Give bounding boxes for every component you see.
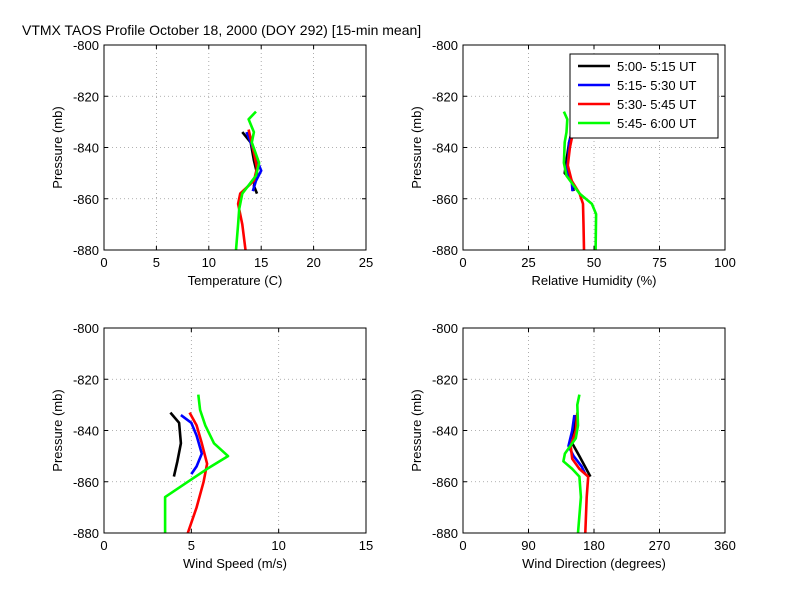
legend-label-1: 5:00- 5:15 UT (617, 59, 697, 74)
panel-wind_direction: 0 90 180 270 360 -800 -820 -840 -860 -880 Wind Dir… (409, 321, 736, 571)
y-tick-label: -820 (432, 89, 458, 104)
x-tick-label: 0 (100, 255, 107, 270)
y-tick-label: -840 (73, 141, 99, 156)
x-axis-label: Temperature (C) (188, 273, 283, 288)
y-tick-label: -860 (432, 192, 458, 207)
y-tick-label: -840 (73, 424, 99, 439)
x-axis-label: Wind Speed (m/s) (183, 556, 287, 571)
y-tick-label: -820 (73, 89, 99, 104)
panel-relative_humidity: 0 25 50 75 100 -800 -820 -840 -860 -880 Relative H… (409, 38, 736, 288)
series-line-4 (234, 110, 261, 251)
y-tick-label: -800 (73, 38, 99, 53)
axes-frame (462, 327, 726, 534)
x-tick-label: 10 (202, 255, 216, 270)
x-tick-label: 0 (459, 255, 466, 270)
legend-label-3: 5:30- 5:45 UT (617, 97, 697, 112)
series-line-2 (180, 414, 204, 475)
axes-frame (103, 327, 367, 534)
x-tick-label: 15 (359, 538, 373, 553)
legend: 5:00- 5:15 UT 5:15- 5:30 UT 5:30- 5:45 UT 5… (569, 53, 719, 139)
y-tick-label: -820 (73, 372, 99, 387)
y-tick-label: -820 (432, 372, 458, 387)
x-axis-label: Relative Humidity (%) (532, 273, 657, 288)
x-tick-label: 15 (254, 255, 268, 270)
y-tick-label: -860 (73, 475, 99, 490)
y-tick-label: -880 (432, 243, 458, 258)
panel-wind_speed: 0 5 10 15 -800 -820 -840 -860 -880 Wind Speed (m/… (50, 321, 373, 571)
axes-frame (103, 44, 367, 251)
y-tick-label: -800 (432, 321, 458, 336)
y-tick-label: -840 (432, 141, 458, 156)
y-tick-label: -880 (73, 243, 99, 258)
x-tick-label: 0 (100, 538, 107, 553)
x-tick-label: 50 (587, 255, 601, 270)
y-tick-label: -840 (432, 424, 458, 439)
x-tick-label: 10 (271, 538, 285, 553)
figure-title: VTMX TAOS Profile October 18, 2000 (DOY … (22, 22, 421, 38)
series-line-4 (562, 394, 583, 534)
x-tick-label: 25 (359, 255, 373, 270)
y-axis-label: Pressure (mb) (409, 106, 424, 188)
y-axis-label: Pressure (mb) (50, 389, 65, 471)
series-line-3 (569, 412, 590, 534)
y-axis-label: Pressure (mb) (50, 106, 65, 188)
panel-temperature: 0 5 10 15 20 25 -800 -820 -840 -860 -880 Temperatur… (50, 38, 373, 288)
series-line-4 (562, 111, 598, 251)
y-tick-label: -880 (73, 526, 99, 541)
panels: 0 5 10 15 20 25 -800 -820 -840 -860 -880 Temperatur… (50, 38, 736, 571)
series-line-3 (186, 411, 209, 534)
x-tick-label: 90 (521, 538, 535, 553)
y-tick-label: -800 (432, 38, 458, 53)
x-axis-label: Wind Direction (degrees) (522, 556, 666, 571)
legend-label-4: 5:45- 6:00 UT (617, 116, 697, 131)
x-tick-label: 20 (306, 255, 320, 270)
legend-label-2: 5:15- 5:30 UT (617, 78, 697, 93)
y-tick-label: -860 (73, 192, 99, 207)
y-axis-label: Pressure (mb) (409, 389, 424, 471)
x-tick-label: 5 (153, 255, 160, 270)
x-tick-label: 180 (583, 538, 605, 553)
x-tick-label: 75 (652, 255, 666, 270)
y-tick-label: -880 (432, 526, 458, 541)
x-tick-label: 25 (521, 255, 535, 270)
x-tick-label: 0 (459, 538, 466, 553)
x-tick-label: 100 (714, 255, 736, 270)
x-tick-label: 270 (649, 538, 671, 553)
series-line-4 (163, 394, 230, 533)
series-line-1 (169, 411, 183, 477)
y-tick-label: -800 (73, 321, 99, 336)
x-tick-label: 5 (188, 538, 195, 553)
x-tick-label: 360 (714, 538, 736, 553)
y-tick-label: -860 (432, 475, 458, 490)
